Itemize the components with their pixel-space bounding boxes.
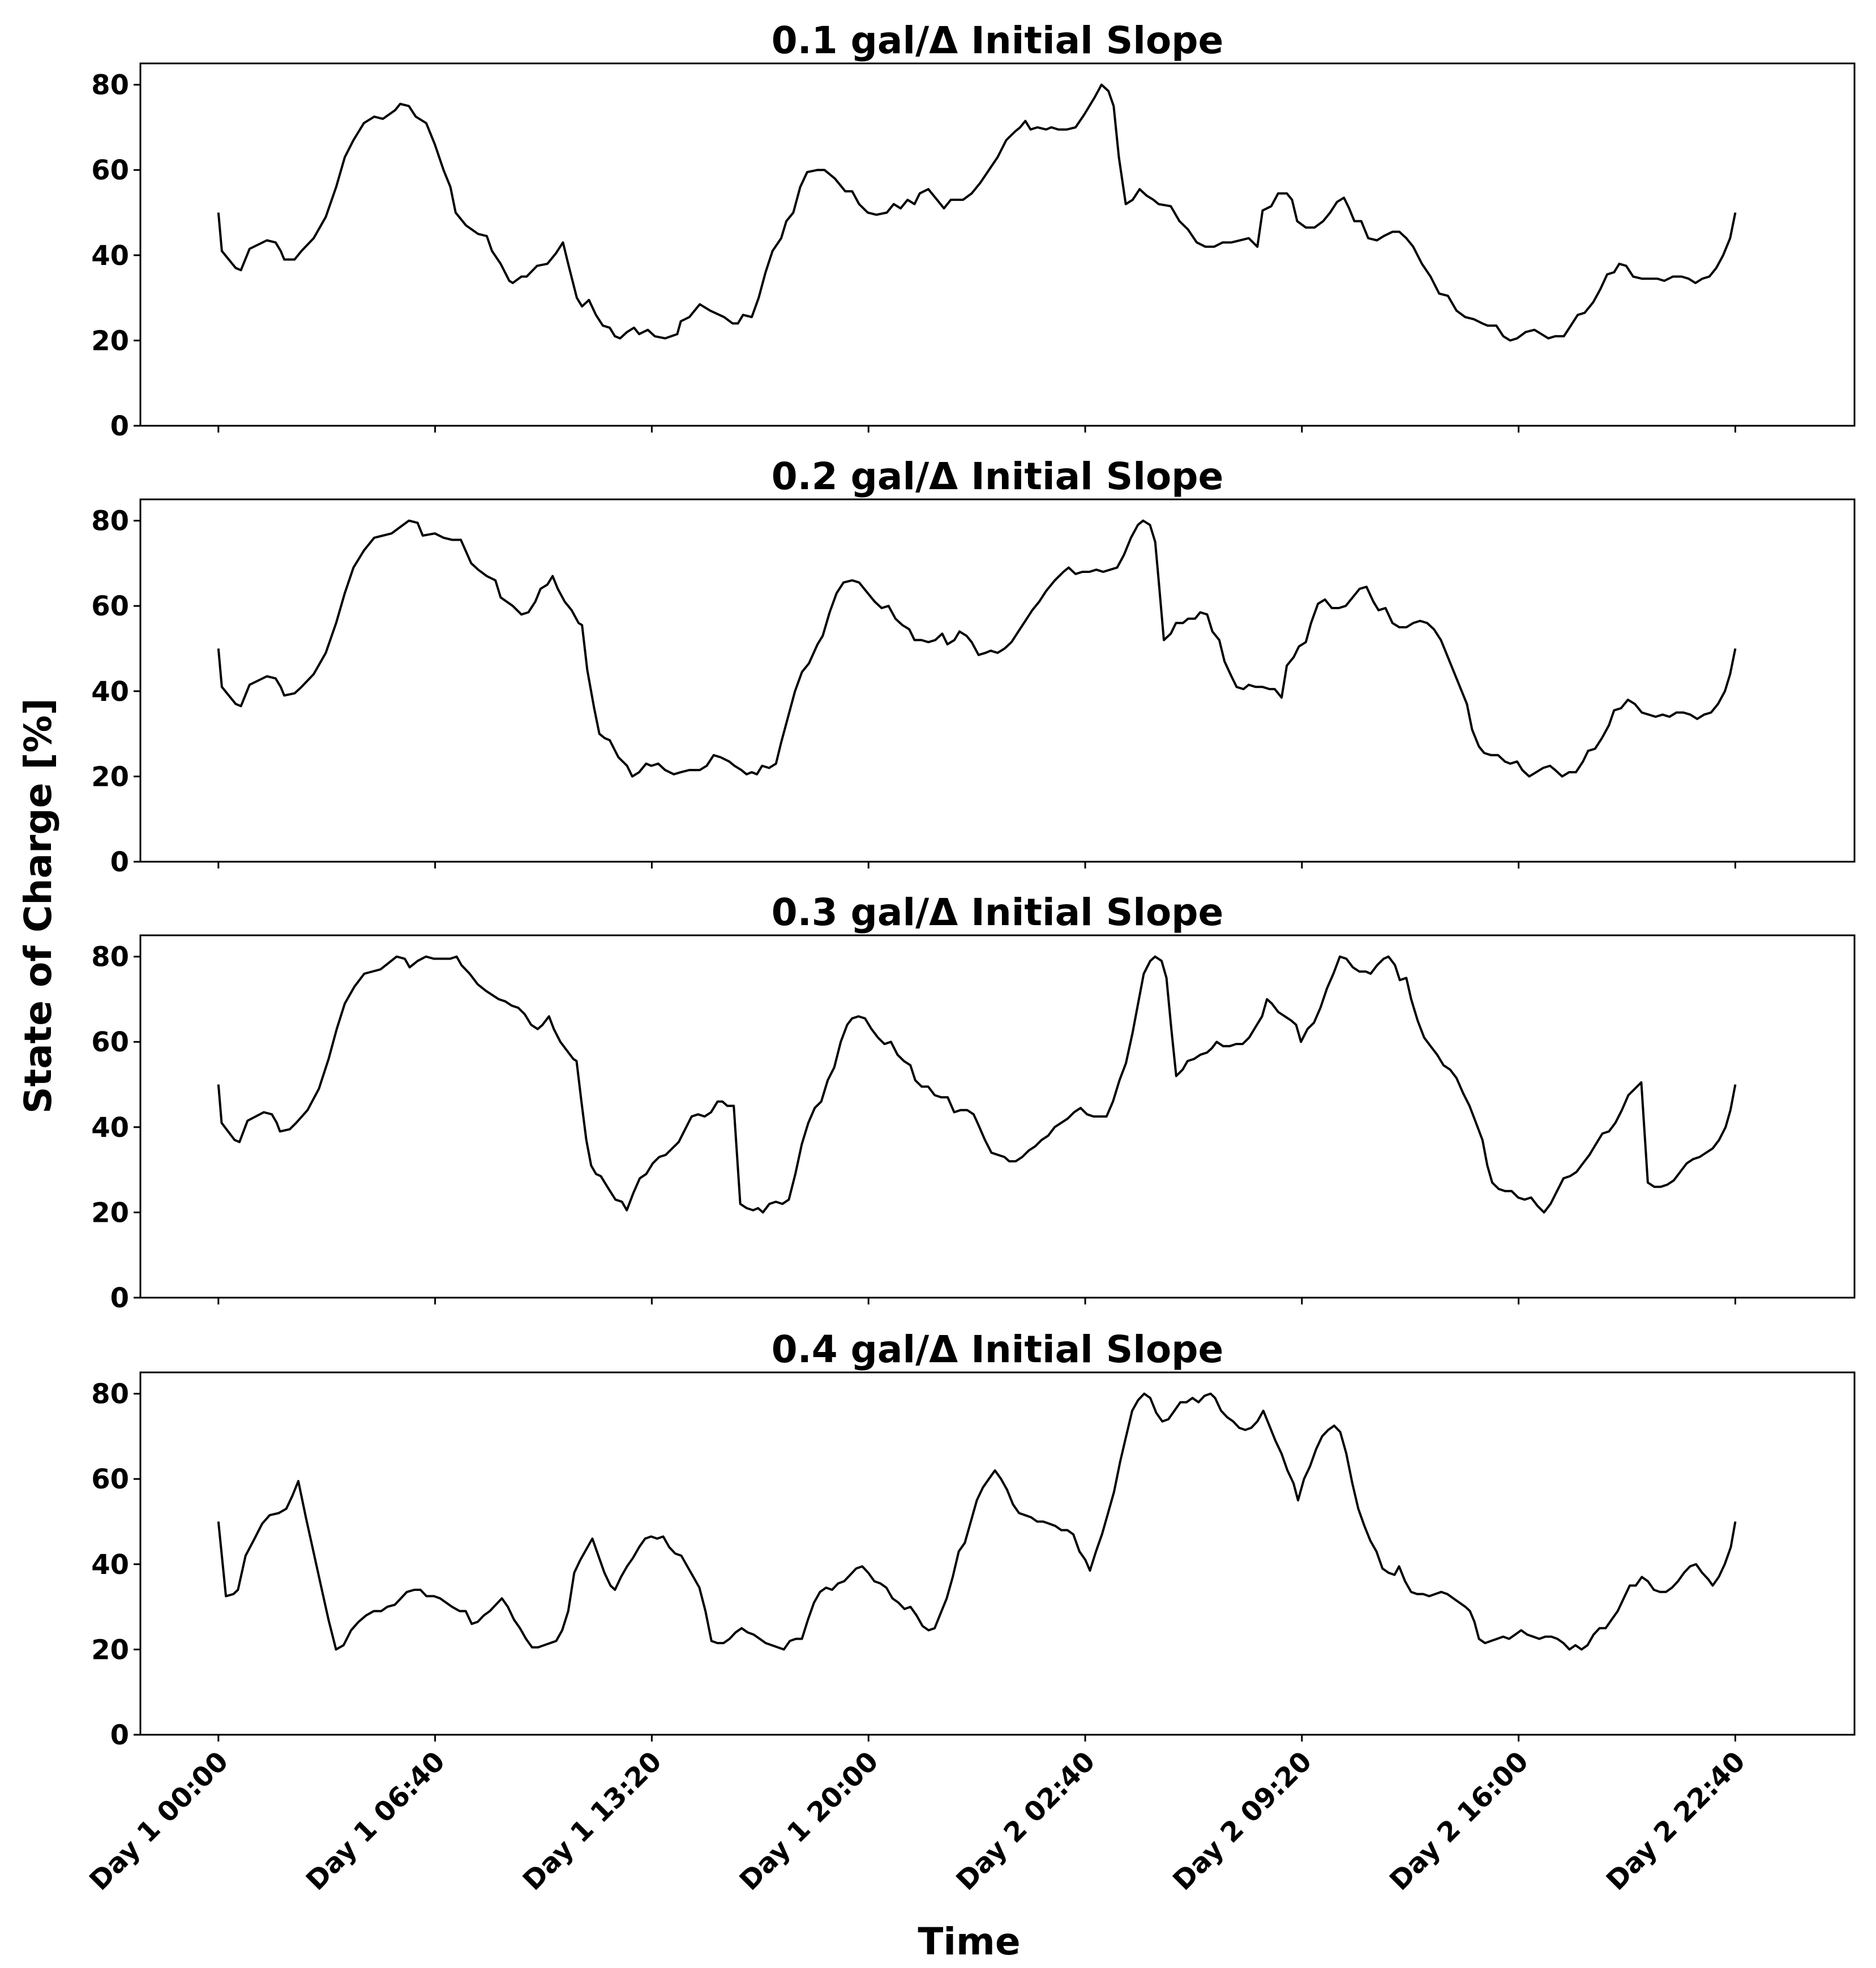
y-tick-label: 20 [91, 1197, 129, 1229]
y-tick-label: 80 [91, 942, 129, 973]
y-tick-label: 60 [91, 1464, 129, 1495]
y-tick-label: 20 [91, 1634, 129, 1666]
x-tick-label: Day 1 00:00 [83, 1745, 234, 1897]
y-axis-label: State of Charge [%] [16, 698, 60, 1114]
y-tick-label: 40 [91, 1112, 129, 1144]
soc-series-line [217, 1392, 1737, 1651]
y-tick-label: 60 [91, 591, 129, 622]
subplot-3: 0.3 gal/Δ Initial Slope 0 20 40 60 80 [91, 891, 1856, 1314]
y-tick-label: 40 [91, 1549, 129, 1581]
y-tick-label: 0 [110, 410, 129, 442]
x-tick-label: Day 1 06:40 [300, 1745, 451, 1897]
soc-series-line [217, 955, 1737, 1214]
soc-series-line [217, 519, 1737, 778]
plot-frame [139, 498, 1856, 863]
y-tick-label: 40 [91, 676, 129, 708]
y-tick-label: 40 [91, 240, 129, 272]
x-tick-label: Day 2 02:40 [950, 1745, 1101, 1897]
plot-frame [139, 1371, 1856, 1736]
y-tick-label: 60 [91, 155, 129, 186]
y-tick-label: 0 [110, 1719, 129, 1751]
y-tick-label: 20 [91, 325, 129, 357]
subplot-title: 0.2 gal/Δ Initial Slope [772, 455, 1223, 498]
y-tick-label: 0 [110, 1282, 129, 1314]
y-tick-label: 20 [91, 761, 129, 793]
x-tick-label: Day 1 13:20 [517, 1745, 668, 1897]
subplot-title: 0.1 gal/Δ Initial Slope [772, 19, 1223, 62]
y-tick-label: 80 [91, 506, 129, 537]
plot-frame [139, 934, 1856, 1299]
subplot-title: 0.4 gal/Δ Initial Slope [772, 1328, 1223, 1371]
subplot-1: 0.1 gal/Δ Initial Slope 0 20 40 60 80 [91, 19, 1856, 442]
subplot-2: 0.2 gal/Δ Initial Slope 0 20 40 60 80 [91, 455, 1856, 878]
y-tick-label: 80 [91, 1379, 129, 1410]
y-tick-label: 0 [110, 846, 129, 878]
y-tick-label: 80 [91, 70, 129, 101]
x-tick-label: Day 2 09:20 [1167, 1745, 1318, 1897]
x-tick-label: Day 2 22:40 [1600, 1745, 1751, 1897]
subplot-title: 0.3 gal/Δ Initial Slope [772, 891, 1223, 934]
plot-frame [139, 62, 1856, 427]
x-tick-labels: Day 1 00:00 Day 1 06:40 Day 1 13:20 Day 1 2… [83, 1745, 1751, 1897]
x-axis-label: Time [918, 1920, 1020, 1963]
soc-series-line [217, 83, 1737, 342]
subplot-4: 0.4 gal/Δ Initial Slope 0 20 40 60 80 [91, 1328, 1856, 1751]
x-tick-label: Day 1 20:00 [734, 1745, 885, 1897]
y-tick-label: 60 [91, 1026, 129, 1058]
x-tick-label: Day 2 16:00 [1384, 1745, 1535, 1897]
